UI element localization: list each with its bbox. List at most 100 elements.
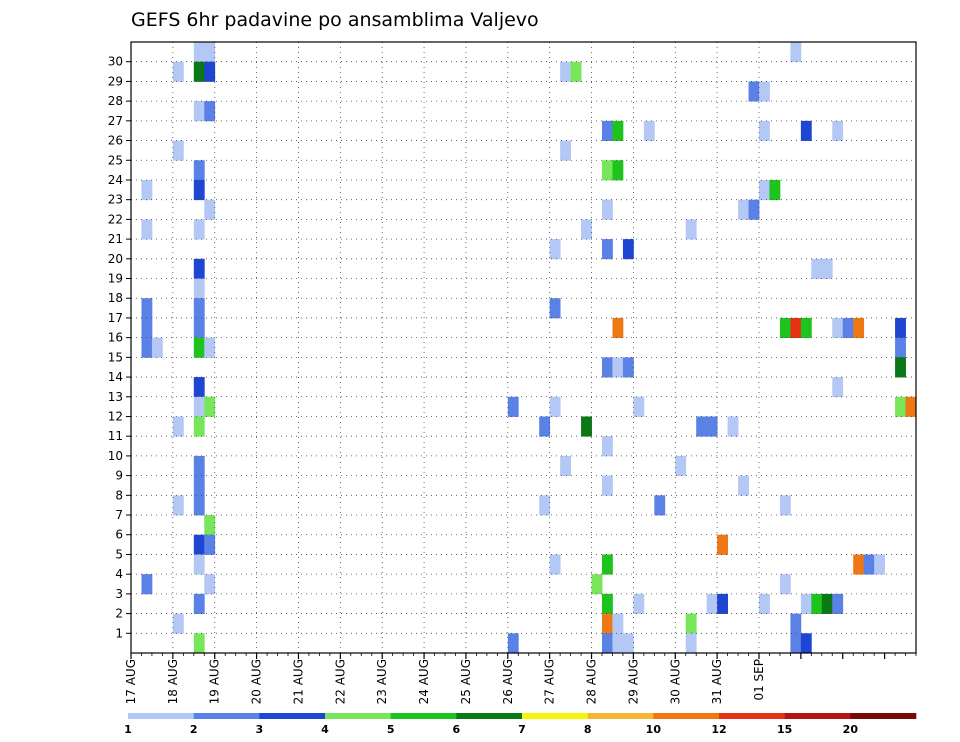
y-tick-label: 8 <box>115 488 123 502</box>
heatmap-cell <box>193 42 205 63</box>
heatmap-cell <box>622 357 634 378</box>
heatmap-cell <box>811 258 823 279</box>
x-tick-label: 24 AUG <box>417 659 431 704</box>
heatmap-cell <box>759 593 770 614</box>
x-tick-label: 20 AUG <box>250 659 264 704</box>
legend-swatch <box>193 713 260 719</box>
heatmap-cell <box>602 633 613 654</box>
heatmap-cell <box>685 613 697 634</box>
heatmap-cell <box>832 593 844 614</box>
heatmap-cell <box>759 120 770 141</box>
x-tick-label: 23 AUG <box>375 659 389 704</box>
heatmap-cell <box>193 219 205 240</box>
heatmap-cell <box>874 554 885 575</box>
legend-swatch <box>587 713 654 719</box>
heatmap-cell <box>193 396 205 417</box>
legend-swatch <box>784 713 851 719</box>
heatmap-cell <box>602 475 613 496</box>
legend-label: 6 <box>453 723 461 736</box>
heatmap-cell <box>832 120 844 141</box>
heatmap-cell <box>633 396 645 417</box>
heatmap-cell <box>842 317 854 339</box>
y-tick-label: 18 <box>108 291 123 305</box>
heatmap-cell <box>779 574 791 595</box>
y-tick-label: 24 <box>108 173 123 187</box>
heatmap-cell <box>602 357 613 378</box>
y-tick-label: 19 <box>108 272 123 286</box>
y-tick-label: 17 <box>108 311 123 325</box>
x-tick-label: 26 AUG <box>501 659 515 704</box>
x-tick-label: 29 AUG <box>626 659 640 704</box>
heatmap-cell <box>141 179 153 201</box>
heatmap-cell <box>172 61 184 82</box>
heatmap-cell <box>811 593 823 614</box>
x-tick-label: 25 AUG <box>459 659 473 704</box>
y-tick-label: 29 <box>108 74 123 88</box>
heatmap-cell <box>759 179 770 201</box>
legend-label: 7 <box>518 723 526 736</box>
y-tick-label: 28 <box>108 94 123 108</box>
heatmap-cell <box>685 219 697 240</box>
x-axis-ticks: 17 AUG 18 AUG 19 AUG 20 AUG 21 AUG 22 AUG 23 A… <box>124 653 917 704</box>
heatmap-cell <box>172 416 184 437</box>
y-tick-label: 7 <box>115 508 123 522</box>
y-tick-label: 16 <box>108 331 123 345</box>
heatmap-cell <box>172 495 184 516</box>
heatmap-cell <box>151 337 163 358</box>
heatmap-cell <box>560 61 571 82</box>
y-tick-label: 5 <box>115 547 123 561</box>
heatmap-cell <box>581 416 592 437</box>
heatmap-cell <box>602 239 613 260</box>
plot-frame <box>130 41 917 654</box>
x-tick-label: 31 AUG <box>710 659 724 704</box>
x-tick-label: 01 SEP <box>752 659 766 701</box>
y-tick-label: 23 <box>108 193 123 207</box>
y-tick-label: 11 <box>108 429 123 443</box>
y-tick-label: 30 <box>108 55 123 69</box>
y-tick-label: 10 <box>108 449 123 463</box>
heatmap-cell <box>622 239 634 260</box>
x-tick-label: 28 AUG <box>585 659 599 704</box>
heatmap-cell <box>141 317 153 339</box>
heatmap-cell <box>790 613 802 634</box>
legend-label: 20 <box>843 723 859 736</box>
legend-label: 1 <box>124 723 132 736</box>
y-tick-label: 2 <box>115 607 123 621</box>
heatmap-cell <box>193 258 205 279</box>
heatmap-cell <box>193 298 205 319</box>
heatmap-cell <box>769 179 781 201</box>
legend-label: 4 <box>321 723 329 736</box>
heatmap-cell <box>193 495 205 516</box>
heatmap-cell <box>204 42 216 63</box>
x-tick-label: 17 AUG <box>124 659 138 704</box>
heatmap-cell <box>790 317 802 339</box>
y-tick-label: 3 <box>115 587 123 601</box>
heatmap-cell <box>602 199 613 220</box>
heatmap-cell <box>570 61 582 82</box>
legend-label: 3 <box>256 723 264 736</box>
y-tick-label: 15 <box>108 350 123 364</box>
heatmap-cell <box>821 258 833 279</box>
legend-label: 10 <box>646 723 662 736</box>
legend-swatch <box>653 713 720 719</box>
heatmap-cell <box>193 377 205 398</box>
heatmap-cell <box>141 337 153 358</box>
heatmap-cell <box>193 633 205 654</box>
y-tick-label: 14 <box>108 370 123 384</box>
legend-swatch <box>456 713 523 719</box>
heatmap-cell <box>643 120 655 141</box>
heatmap-cell <box>193 160 205 181</box>
heatmap-cell <box>204 337 216 358</box>
heatmap-cell <box>193 101 205 122</box>
heatmap-cell <box>204 61 216 82</box>
y-tick-label: 13 <box>108 390 123 404</box>
heatmap-cell <box>832 377 844 398</box>
heatmap-cell <box>193 416 205 437</box>
y-tick-label: 6 <box>115 528 123 542</box>
heatmap-cell <box>832 317 844 339</box>
legend-label: 8 <box>584 723 592 736</box>
heatmap-cell <box>193 554 205 575</box>
heatmap-cell <box>602 120 613 141</box>
heatmap-cell <box>581 219 592 240</box>
